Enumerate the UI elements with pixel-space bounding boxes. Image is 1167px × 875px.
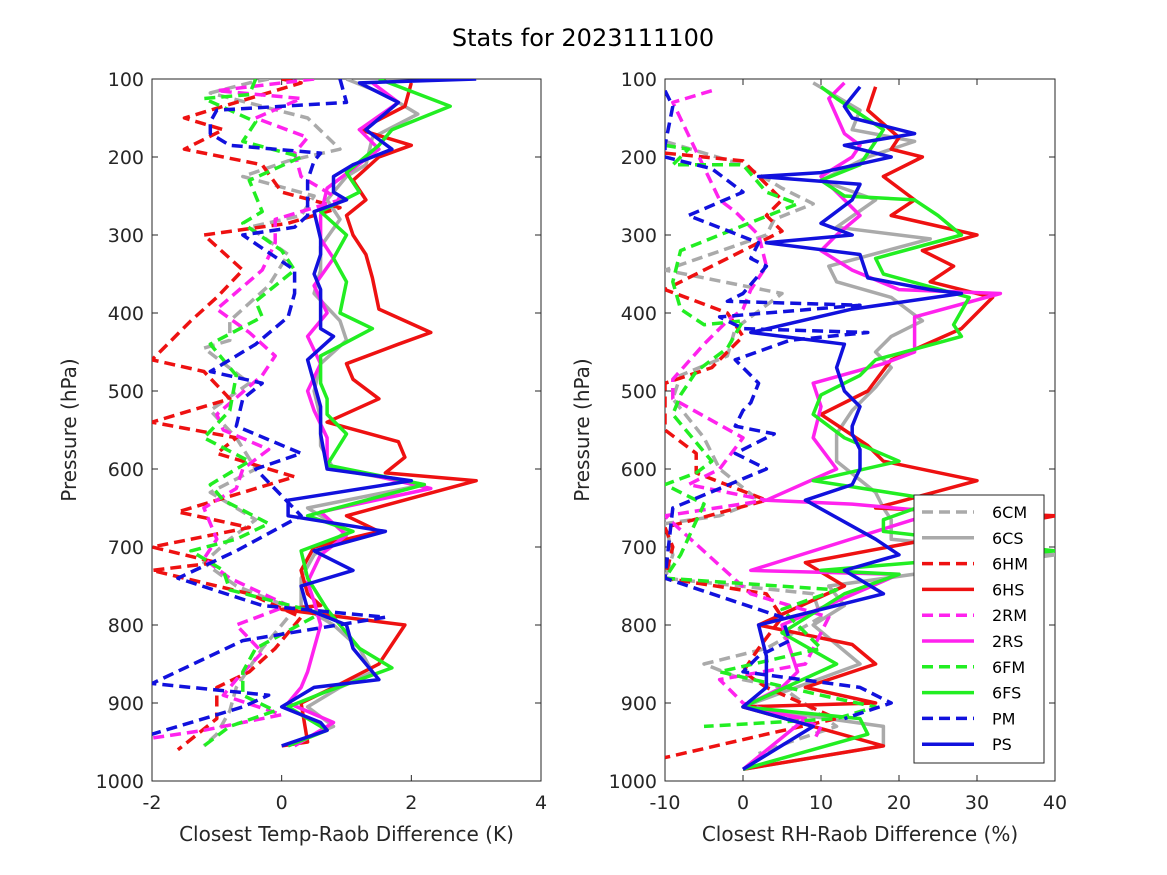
series-line-ps — [279, 79, 477, 748]
legend-label: 6HM — [992, 555, 1028, 574]
x-tick-label: 2 — [405, 792, 417, 814]
series-line-pm — [665, 89, 893, 721]
x-tick-label: -2 — [143, 792, 162, 814]
plot-frame — [151, 78, 542, 782]
series-group — [665, 81, 1055, 772]
y-tick-label: 600 — [108, 459, 144, 481]
series-line-2rm — [665, 89, 831, 743]
chart-title: Stats for 2023111100 — [452, 24, 714, 52]
legend-label: 2RS — [992, 632, 1023, 651]
legend-label: 6HS — [992, 580, 1024, 599]
y-axis-label: Pressure (hPa) — [57, 358, 81, 501]
series-line-6fs — [286, 79, 452, 748]
series-line-6cs — [741, 81, 1055, 772]
x-tick-label: 4 — [535, 792, 547, 814]
y-tick-label: 400 — [108, 303, 144, 325]
legend-label: 6FS — [992, 684, 1021, 703]
x-tick-label: 0 — [737, 792, 749, 814]
legend-label: 2RM — [992, 606, 1027, 625]
series-line-6cm — [202, 79, 342, 748]
legend-label: 6CM — [992, 503, 1027, 522]
series-line-6fm — [665, 143, 878, 729]
legend-label: PS — [992, 735, 1012, 754]
y-tick-label: 300 — [621, 225, 657, 247]
y-tick-label: 700 — [621, 537, 657, 559]
y-tick-label: 500 — [108, 381, 144, 403]
legend: 6CM 6CS 6HM 6HS 2RM 2RS 6FM 6FS PM PS — [913, 494, 1045, 764]
temperature-difference-panel: 100 200 300 400 500 600 700 800 900 1000-2 0 2 4 Clos… — [57, 69, 547, 846]
series-line-ps — [741, 85, 964, 771]
y-tick-label: 1000 — [609, 771, 657, 793]
y-axis-label: Pressure (hPa) — [570, 358, 594, 501]
series-line-2rs — [741, 81, 1003, 771]
x-tick-label: 20 — [887, 792, 911, 814]
x-tick-label: 0 — [276, 792, 288, 814]
series-group — [152, 79, 478, 752]
legend-label: 6CS — [992, 529, 1024, 548]
series-line-6hm — [152, 79, 342, 752]
y-tick-label: 300 — [108, 225, 144, 247]
legend-box — [913, 494, 1045, 764]
x-axis-label: Closest Temp-Raob Difference (K) — [179, 822, 514, 846]
y-tick-label: 600 — [621, 459, 657, 481]
y-tick-label: 100 — [108, 69, 144, 91]
y-tick-label: 400 — [621, 303, 657, 325]
x-tick-label: 10 — [809, 792, 833, 814]
y-tick-label: 100 — [621, 69, 657, 91]
x-axis-label: Closest RH-Raob Difference (%) — [702, 822, 1018, 846]
legend-label: PM — [992, 709, 1015, 728]
x-tick-label: 40 — [1043, 792, 1067, 814]
rh-difference-panel: 100 200 300 400 500 600 700 800 900 1000-10 0 10 20 3… — [570, 69, 1067, 846]
x-tick-label: -10 — [649, 792, 680, 814]
series-line-pm — [152, 79, 388, 736]
legend-label: 6FM — [992, 658, 1025, 677]
x-tick-label: 30 — [965, 792, 989, 814]
series-line-6fm — [189, 79, 323, 748]
y-tick-label: 200 — [621, 147, 657, 169]
y-tick-label: 800 — [108, 615, 144, 637]
y-tick-label: 700 — [108, 537, 144, 559]
y-tick-label: 900 — [108, 693, 144, 715]
series-line-6fs — [741, 85, 1055, 771]
y-tick-label: 200 — [108, 147, 144, 169]
series-line-6hs — [741, 86, 1055, 772]
y-tick-label: 900 — [621, 693, 657, 715]
y-tick-label: 1000 — [96, 771, 144, 793]
y-tick-label: 500 — [621, 381, 657, 403]
y-tick-label: 800 — [621, 615, 657, 637]
